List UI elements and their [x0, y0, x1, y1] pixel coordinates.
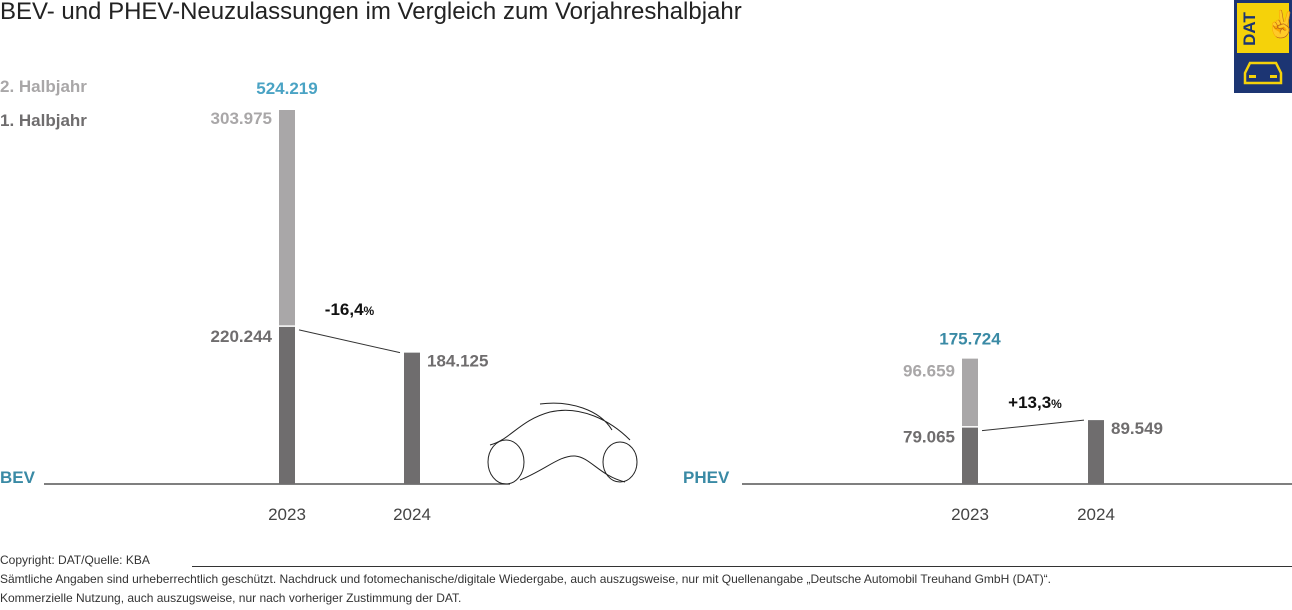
year-tick-label: 2023 [951, 505, 989, 524]
h1-value-label: 220.244 [211, 327, 273, 346]
category-label: BEV [0, 468, 36, 487]
year-tick-label: 2024 [393, 505, 431, 524]
change-unit: % [1051, 397, 1062, 411]
year-tick-label: 2023 [268, 505, 306, 524]
copyright: Copyright: DAT/Quelle: KBA [0, 553, 150, 567]
footer-divider [192, 566, 1292, 567]
year-tick-label: 2024 [1077, 505, 1115, 524]
change-label: +13,3% [1008, 393, 1062, 412]
footer-line-1: Sämtliche Angaben sind urheberrechtlich … [0, 572, 1052, 586]
car-body-line [519, 455, 626, 483]
h1-value-label: 89.549 [1111, 419, 1163, 438]
footer-line-2: Kommerzielle Nutzung, auch auszugsweise,… [0, 591, 462, 605]
change-connector [298, 329, 401, 354]
car-front-wheel [487, 439, 525, 485]
bar-h1 [1088, 420, 1104, 484]
dat-logo: DAT ✌ [1234, 0, 1292, 93]
bar-h1 [279, 326, 295, 484]
h1-value-label: 79.065 [903, 428, 955, 447]
bar-h1 [962, 427, 978, 484]
car-icon [1243, 61, 1283, 85]
category-label: PHEV [683, 468, 730, 487]
change-unit: % [364, 304, 375, 318]
total-value-label: 524.219 [256, 79, 317, 98]
change-connector [981, 419, 1085, 432]
car-roof-outline [489, 402, 631, 446]
legend-h1: 1. Halbjahr [0, 111, 87, 130]
h2-value-label: 96.659 [903, 362, 955, 381]
bar-h1 [404, 352, 420, 484]
legend-h2: 2. Halbjahr [0, 77, 87, 96]
car-rear-wheel [602, 441, 638, 483]
change-label: -16,4% [325, 300, 375, 319]
h2-value-label: 303.975 [211, 109, 272, 128]
bar-h2 [962, 358, 978, 427]
bar-h2 [279, 110, 295, 326]
h1-value-label: 184.125 [427, 352, 488, 371]
total-value-label: 175.724 [939, 330, 1001, 349]
chart-title: BEV- und PHEV-Neuzulassungen im Vergleic… [0, 0, 742, 25]
hand-icon: ✌ [1265, 9, 1292, 39]
